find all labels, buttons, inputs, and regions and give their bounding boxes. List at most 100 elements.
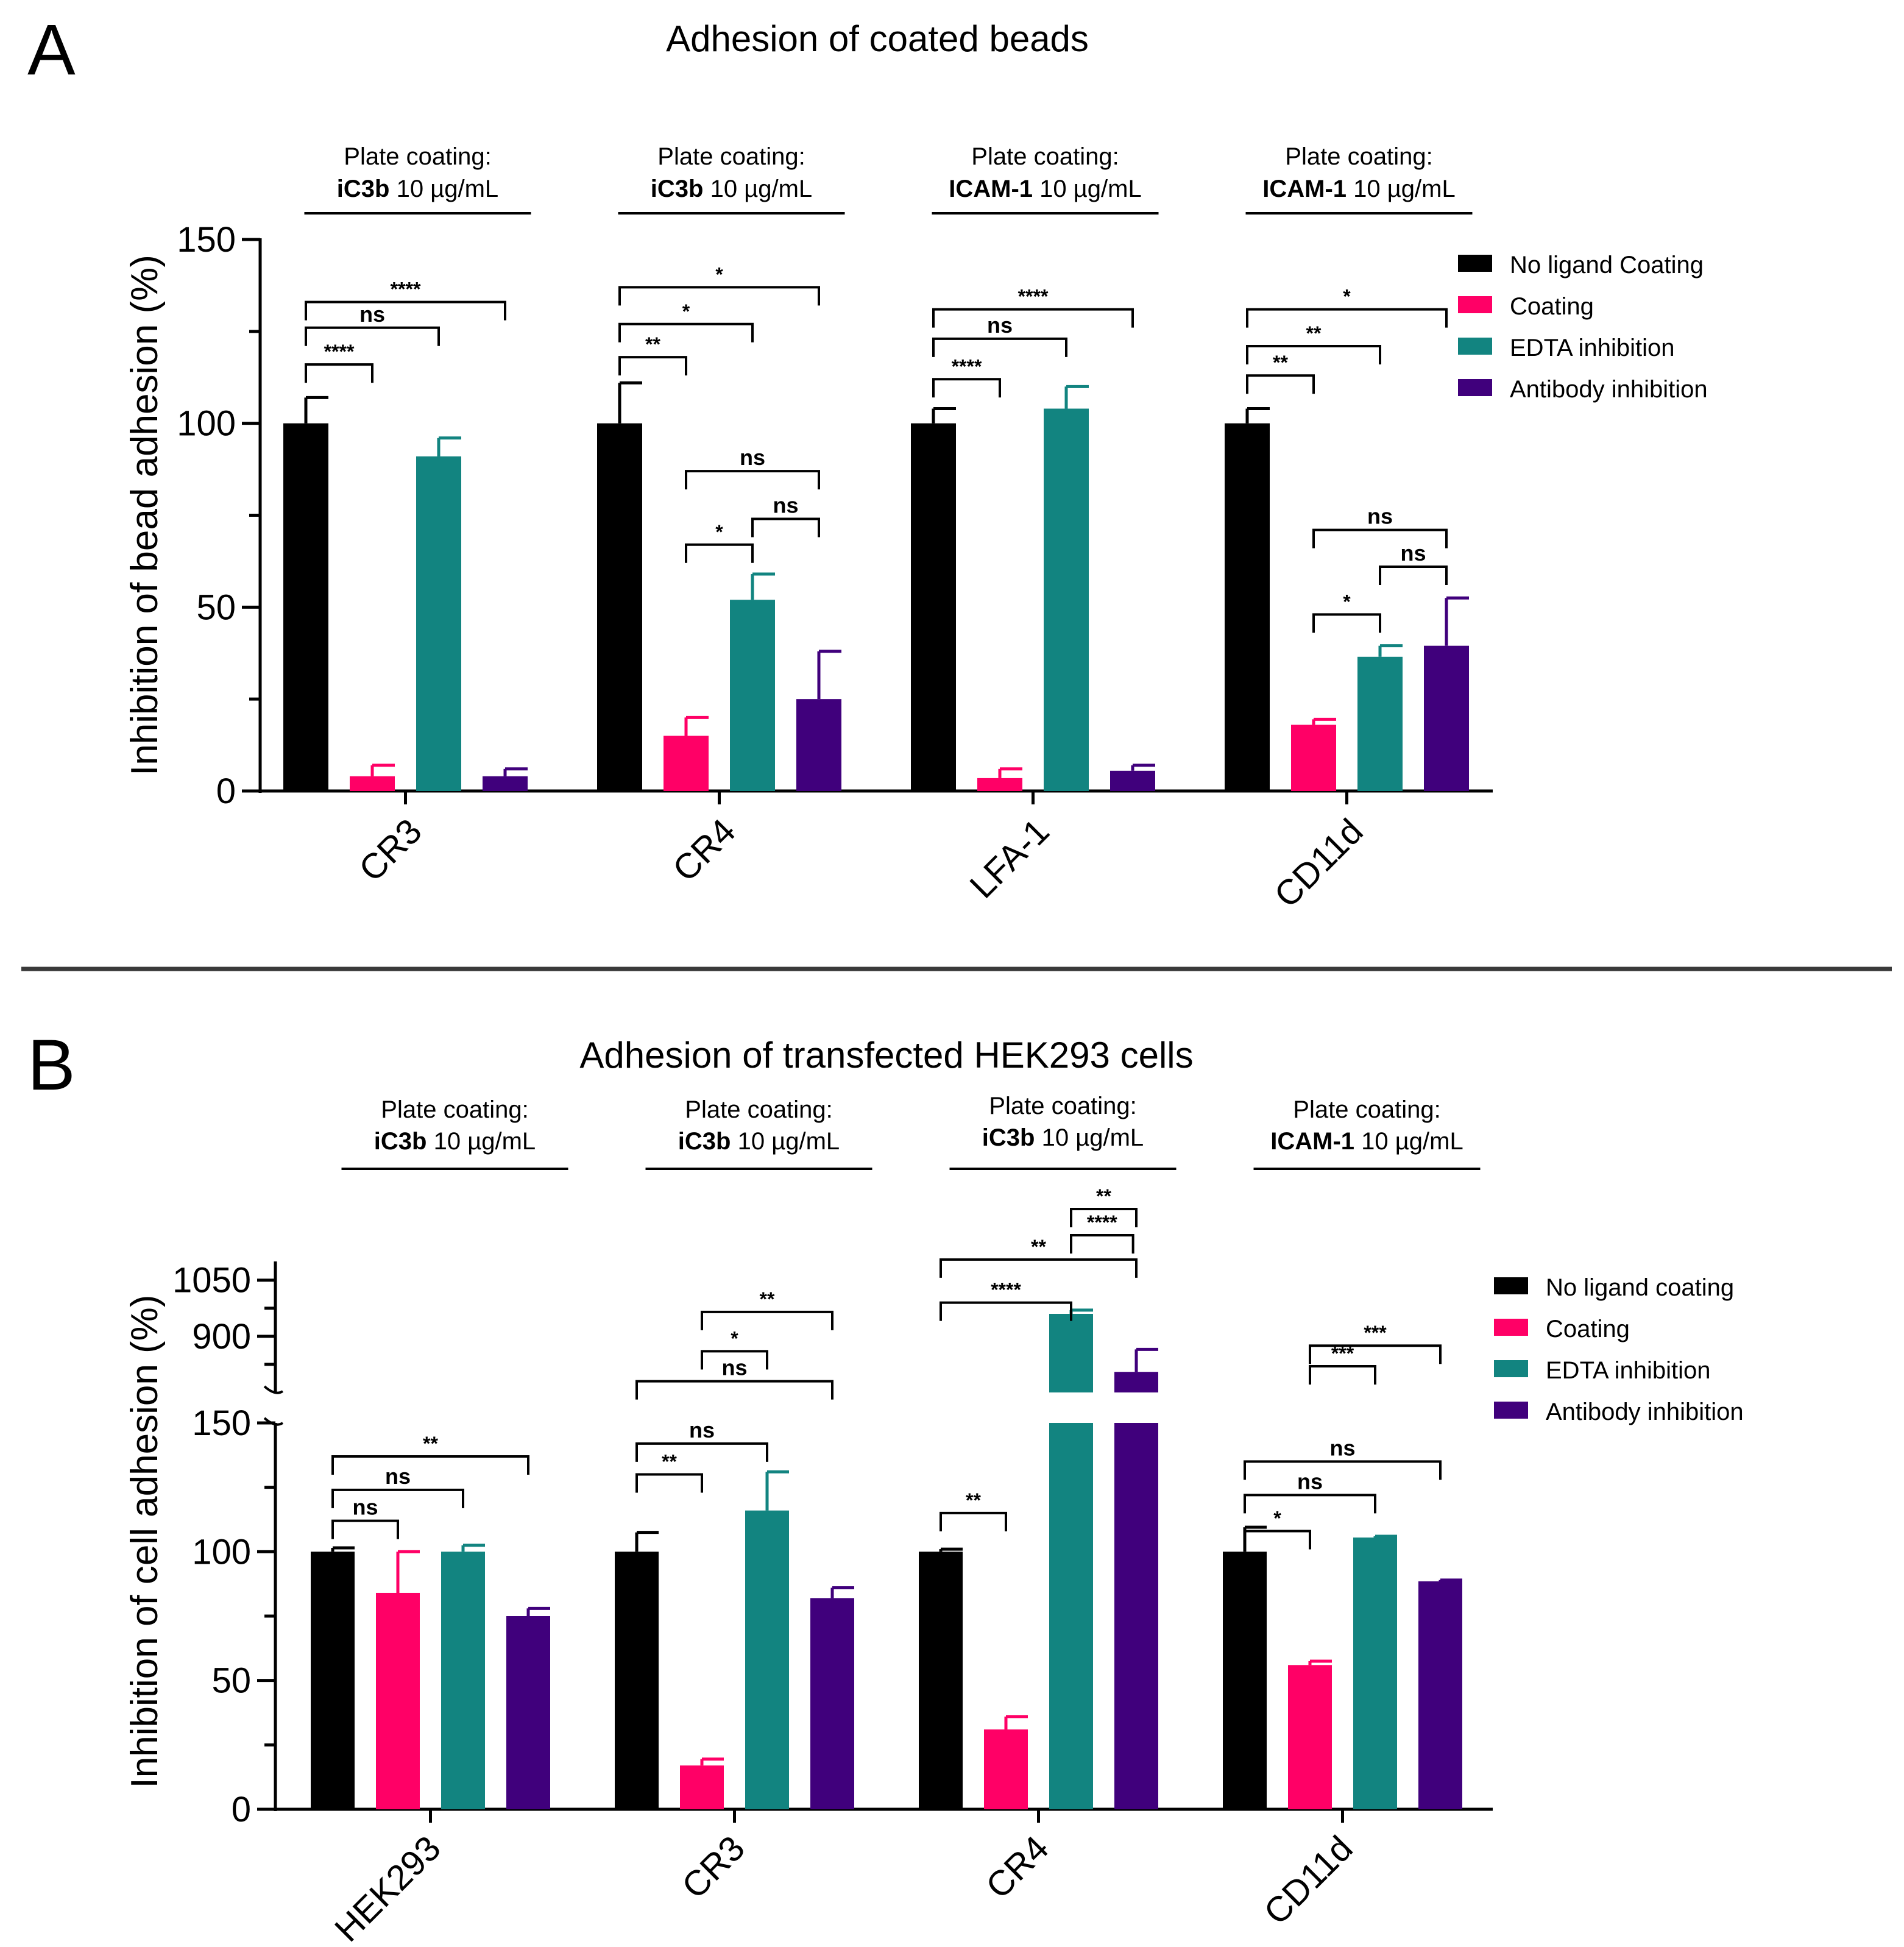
- legend-swatch: [1494, 1402, 1528, 1419]
- significance-label: ns: [721, 1355, 747, 1380]
- legend-label: Coating: [1546, 1316, 1630, 1342]
- plate-coating-value: iC3b 10 µg/mL: [982, 1124, 1144, 1151]
- significance-bracket: [685, 470, 820, 490]
- significance-bracket: [1246, 344, 1381, 364]
- legend-label: Coating: [1510, 293, 1594, 320]
- legend-swatch: [1458, 338, 1492, 355]
- significance-label: ns: [1367, 504, 1393, 529]
- bar: [911, 423, 956, 791]
- legend-label: Antibody inhibition: [1546, 1399, 1744, 1425]
- significance-bracket: [940, 1301, 1072, 1321]
- plate-coating-concentration: 10 µg/mL: [389, 176, 498, 202]
- bar: [1049, 1423, 1093, 1809]
- significance-label: **: [1031, 1236, 1046, 1258]
- significance-label: ns: [773, 493, 798, 518]
- significance-bracket: [940, 1258, 1138, 1278]
- plate-coating-ligand: ICAM-1: [1262, 176, 1347, 202]
- plate-coating-value: iC3b 10 µg/mL: [337, 176, 498, 202]
- plate-coating-value: ICAM-1 10 µg/mL: [949, 176, 1141, 202]
- bar: [376, 1592, 420, 1809]
- significance-bracket: [305, 363, 373, 383]
- x-tick-label: CR4: [665, 811, 743, 889]
- plate-coating-ligand: iC3b: [374, 1128, 427, 1155]
- significance-label: ns: [1400, 541, 1426, 566]
- panel-b-title: Adhesion of transfected HEK293 cells: [579, 1035, 1193, 1076]
- significance-label: *: [1273, 1508, 1281, 1530]
- significance-label: **: [645, 333, 660, 355]
- significance-bracket: [331, 1488, 464, 1508]
- significance-label: *: [1343, 286, 1351, 308]
- significance-bracket: [1309, 1365, 1376, 1385]
- bar: [350, 776, 395, 791]
- y-tick-label: 50: [196, 587, 236, 627]
- significance-label: ****: [391, 278, 421, 300]
- y-tick-label: 100: [177, 404, 236, 444]
- significance-bracket: [940, 1511, 1007, 1531]
- significance-bracket: [618, 322, 754, 342]
- plate-coating-label: Plate coating:: [1293, 1096, 1440, 1123]
- plate-coating-ligand: iC3b: [982, 1124, 1035, 1151]
- x-tick-label: CR3: [352, 811, 430, 889]
- significance-bracket: [1379, 565, 1448, 585]
- plate-coating-label: Plate coating:: [657, 143, 805, 170]
- plate-coating-concentration: 10 µg/mL: [1033, 176, 1142, 202]
- significance-label: **: [662, 1451, 677, 1473]
- bar: [441, 1552, 485, 1809]
- y-axis-label: Inhibition of cell adhesion (%): [124, 1295, 166, 1789]
- significance-bracket: [701, 1310, 833, 1330]
- significance-bracket: [1312, 528, 1448, 548]
- significance-bracket: [1244, 1494, 1376, 1514]
- significance-label: ****: [324, 341, 355, 363]
- significance-label: ns: [1329, 1435, 1355, 1460]
- significance-label: ns: [987, 313, 1013, 338]
- y-tick-label: 0: [232, 1790, 251, 1829]
- legend-label: EDTA inhibition: [1510, 335, 1675, 361]
- legend-swatch: [1458, 379, 1492, 396]
- significance-label: **: [1096, 1185, 1111, 1207]
- significance-label: ****: [1087, 1211, 1117, 1233]
- significance-bracket: [751, 517, 820, 537]
- plate-coating-ligand: iC3b: [678, 1128, 731, 1155]
- significance-bracket: [305, 300, 506, 321]
- significance-bracket: [635, 1380, 833, 1400]
- bar: [745, 1510, 789, 1809]
- significance-bracket: [1246, 374, 1315, 394]
- legend-swatch: [1494, 1319, 1528, 1336]
- x-tick-label: CR3: [674, 1828, 752, 1906]
- plate-coating-ligand: ICAM-1: [949, 176, 1033, 202]
- bar: [1424, 645, 1469, 791]
- bar: [1044, 408, 1089, 791]
- bar: [597, 423, 642, 791]
- significance-bracket: [932, 378, 1001, 398]
- legend-label: EDTA inhibition: [1546, 1357, 1711, 1384]
- plate-coating-concentration: 10 µg/mL: [1035, 1124, 1144, 1151]
- y-tick-label: 50: [211, 1661, 251, 1701]
- y-axis-label: Inhibition of bead adhesion (%): [124, 255, 166, 776]
- significance-bracket: [1244, 1460, 1442, 1480]
- chart-a: 0 50 100 150 Inhibition of bead adhesion (%)…: [124, 143, 1708, 915]
- significance-bracket: [331, 1455, 529, 1475]
- significance-label: **: [1273, 352, 1288, 374]
- bar: [1291, 725, 1336, 791]
- plate-coating-concentration: 10 µg/mL: [731, 1128, 840, 1155]
- legend-swatch: [1458, 255, 1492, 272]
- legend-swatch: [1494, 1360, 1528, 1377]
- bar: [1225, 423, 1270, 791]
- bar: [615, 1552, 659, 1809]
- plate-coating-value: ICAM-1 10 µg/mL: [1270, 1128, 1463, 1155]
- significance-bracket: [1246, 308, 1448, 328]
- x-tick-label: CD11d: [1256, 1828, 1361, 1932]
- plate-coating-concentration: 10 µg/mL: [1347, 176, 1456, 202]
- significance-label: **: [966, 1489, 981, 1511]
- significance-label: ns: [352, 1495, 378, 1520]
- x-tick-label: CD11d: [1267, 811, 1371, 915]
- bar: [796, 699, 841, 791]
- significance-bracket: [305, 326, 440, 346]
- significance-label: **: [760, 1288, 775, 1310]
- significance-bracket: [1309, 1344, 1442, 1364]
- plate-coating-value: iC3b 10 µg/mL: [678, 1128, 840, 1155]
- bar: [810, 1598, 854, 1809]
- significance-bracket: [1312, 613, 1381, 633]
- bar: [664, 736, 709, 791]
